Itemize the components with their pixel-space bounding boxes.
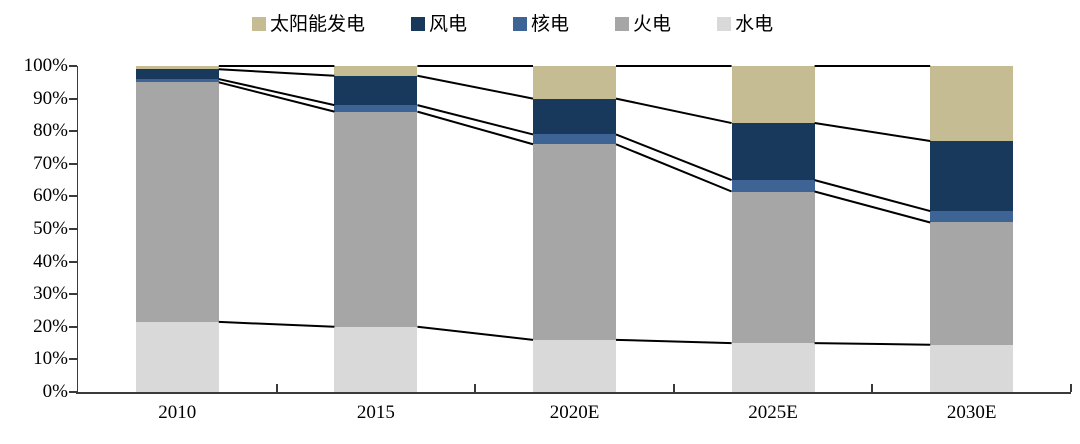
bar-segment-2020E-火电 — [533, 144, 616, 340]
x-axis-tick — [1070, 384, 1072, 392]
bar-segment-2015-水电 — [334, 326, 418, 392]
legend-label: 核电 — [531, 13, 570, 35]
legend-label: 水电 — [735, 13, 774, 35]
x-axis-tick — [474, 384, 477, 392]
connector-line — [814, 342, 931, 346]
y-axis-tick — [69, 391, 77, 393]
y-axis-label: 90% — [33, 87, 68, 109]
connector-line — [814, 179, 931, 213]
connector-line — [615, 143, 732, 193]
bar-segment-2030E-风电 — [930, 140, 1014, 212]
legend-item-2: 风电 — [411, 15, 467, 34]
x-axis-line — [76, 392, 1071, 394]
y-axis-label: 100% — [23, 55, 68, 76]
connector-line — [417, 110, 534, 146]
connector-line — [814, 122, 931, 142]
connector-line — [218, 78, 335, 107]
y-axis-tick — [69, 358, 77, 361]
connector-line — [218, 68, 335, 77]
legend-item-5: 水电 — [717, 15, 773, 34]
bar-segment-2030E-水电 — [930, 344, 1014, 392]
bar-segment-2030E-太阳能发电 — [930, 66, 1014, 141]
bar-segment-2010-水电 — [135, 321, 219, 392]
y-axis-label: 80% — [33, 120, 68, 142]
bar-segment-2015-太阳能发电 — [334, 66, 418, 76]
connector-line — [417, 325, 534, 341]
x-axis-label: 2030E — [946, 402, 997, 423]
y-axis-line — [76, 66, 78, 394]
y-axis-label: 20% — [33, 315, 68, 337]
legend-item-1: 太阳能发电 — [252, 15, 365, 34]
legend-swatch-icon — [717, 17, 732, 31]
connector-line — [417, 104, 534, 136]
y-axis-tick — [69, 195, 77, 198]
bar-segment-2015-核电 — [334, 105, 418, 112]
legend-label: 风电 — [429, 13, 468, 35]
bar-segment-2010-核电 — [135, 79, 219, 83]
y-axis-tick — [69, 260, 77, 263]
bar-segment-2020E-太阳能发电 — [533, 66, 616, 99]
connector-line — [417, 74, 534, 100]
bar-segment-2025E-火电 — [731, 191, 815, 344]
y-axis-label: 0% — [42, 381, 68, 402]
x-axis-label: 2015 — [356, 402, 395, 423]
y-axis-tick — [69, 130, 77, 133]
bar-segment-2030E-火电 — [930, 222, 1014, 345]
bar-segment-2025E-核电 — [731, 180, 815, 192]
bar-segment-2025E-水电 — [731, 343, 815, 392]
y-axis-tick — [69, 97, 77, 100]
bar-segment-2015-火电 — [334, 111, 418, 327]
y-axis-tick — [69, 65, 77, 67]
y-axis-label: 50% — [33, 218, 68, 239]
bar-segment-2010-太阳能发电 — [135, 66, 219, 70]
x-axis-label: 2025E — [748, 402, 798, 423]
y-axis-label: 70% — [33, 152, 68, 174]
y-axis-label: 30% — [33, 283, 68, 305]
connector-line — [615, 97, 732, 125]
legend-swatch-icon — [615, 17, 630, 31]
x-axis-label: 2020E — [549, 402, 600, 423]
legend-label: 太阳能发电 — [270, 13, 366, 35]
chart-legend: 太阳能发电 风电 核电 火电 水电 — [252, 8, 819, 40]
legend-swatch-icon — [411, 17, 426, 31]
bar-segment-2010-火电 — [135, 82, 219, 322]
legend-item-4: 火电 — [615, 15, 671, 34]
y-axis-tick — [69, 162, 77, 165]
y-axis-tick — [69, 325, 77, 328]
connector-line — [615, 133, 732, 182]
x-axis-tick — [275, 384, 278, 392]
bar-segment-2015-风电 — [334, 75, 418, 106]
legend-label: 火电 — [633, 13, 672, 35]
legend-swatch-icon — [252, 17, 266, 31]
x-axis-tick — [871, 384, 874, 392]
y-axis-label: 10% — [33, 348, 68, 370]
bar-segment-2025E-风电 — [731, 123, 815, 181]
bar-segment-2020E-核电 — [533, 134, 616, 145]
x-axis-tick — [672, 384, 675, 392]
bar-segment-2020E-水电 — [533, 339, 616, 392]
legend-item-3: 核电 — [513, 15, 569, 34]
bar-segment-2030E-核电 — [930, 211, 1014, 223]
bar-segment-2010-风电 — [135, 69, 219, 80]
y-axis-label: 60% — [33, 185, 68, 207]
x-axis-label: 2010 — [158, 402, 197, 423]
y-axis-tick — [69, 293, 77, 296]
bar-segment-2025E-太阳能发电 — [731, 66, 815, 124]
legend-swatch-icon — [513, 17, 528, 31]
connector-line — [615, 338, 732, 345]
bar-segment-2020E-风电 — [533, 98, 616, 135]
connector-line — [218, 320, 335, 328]
connector-line — [814, 190, 931, 224]
y-axis-label: 40% — [33, 250, 68, 272]
y-axis-tick — [69, 228, 77, 230]
connector-line — [218, 81, 335, 113]
